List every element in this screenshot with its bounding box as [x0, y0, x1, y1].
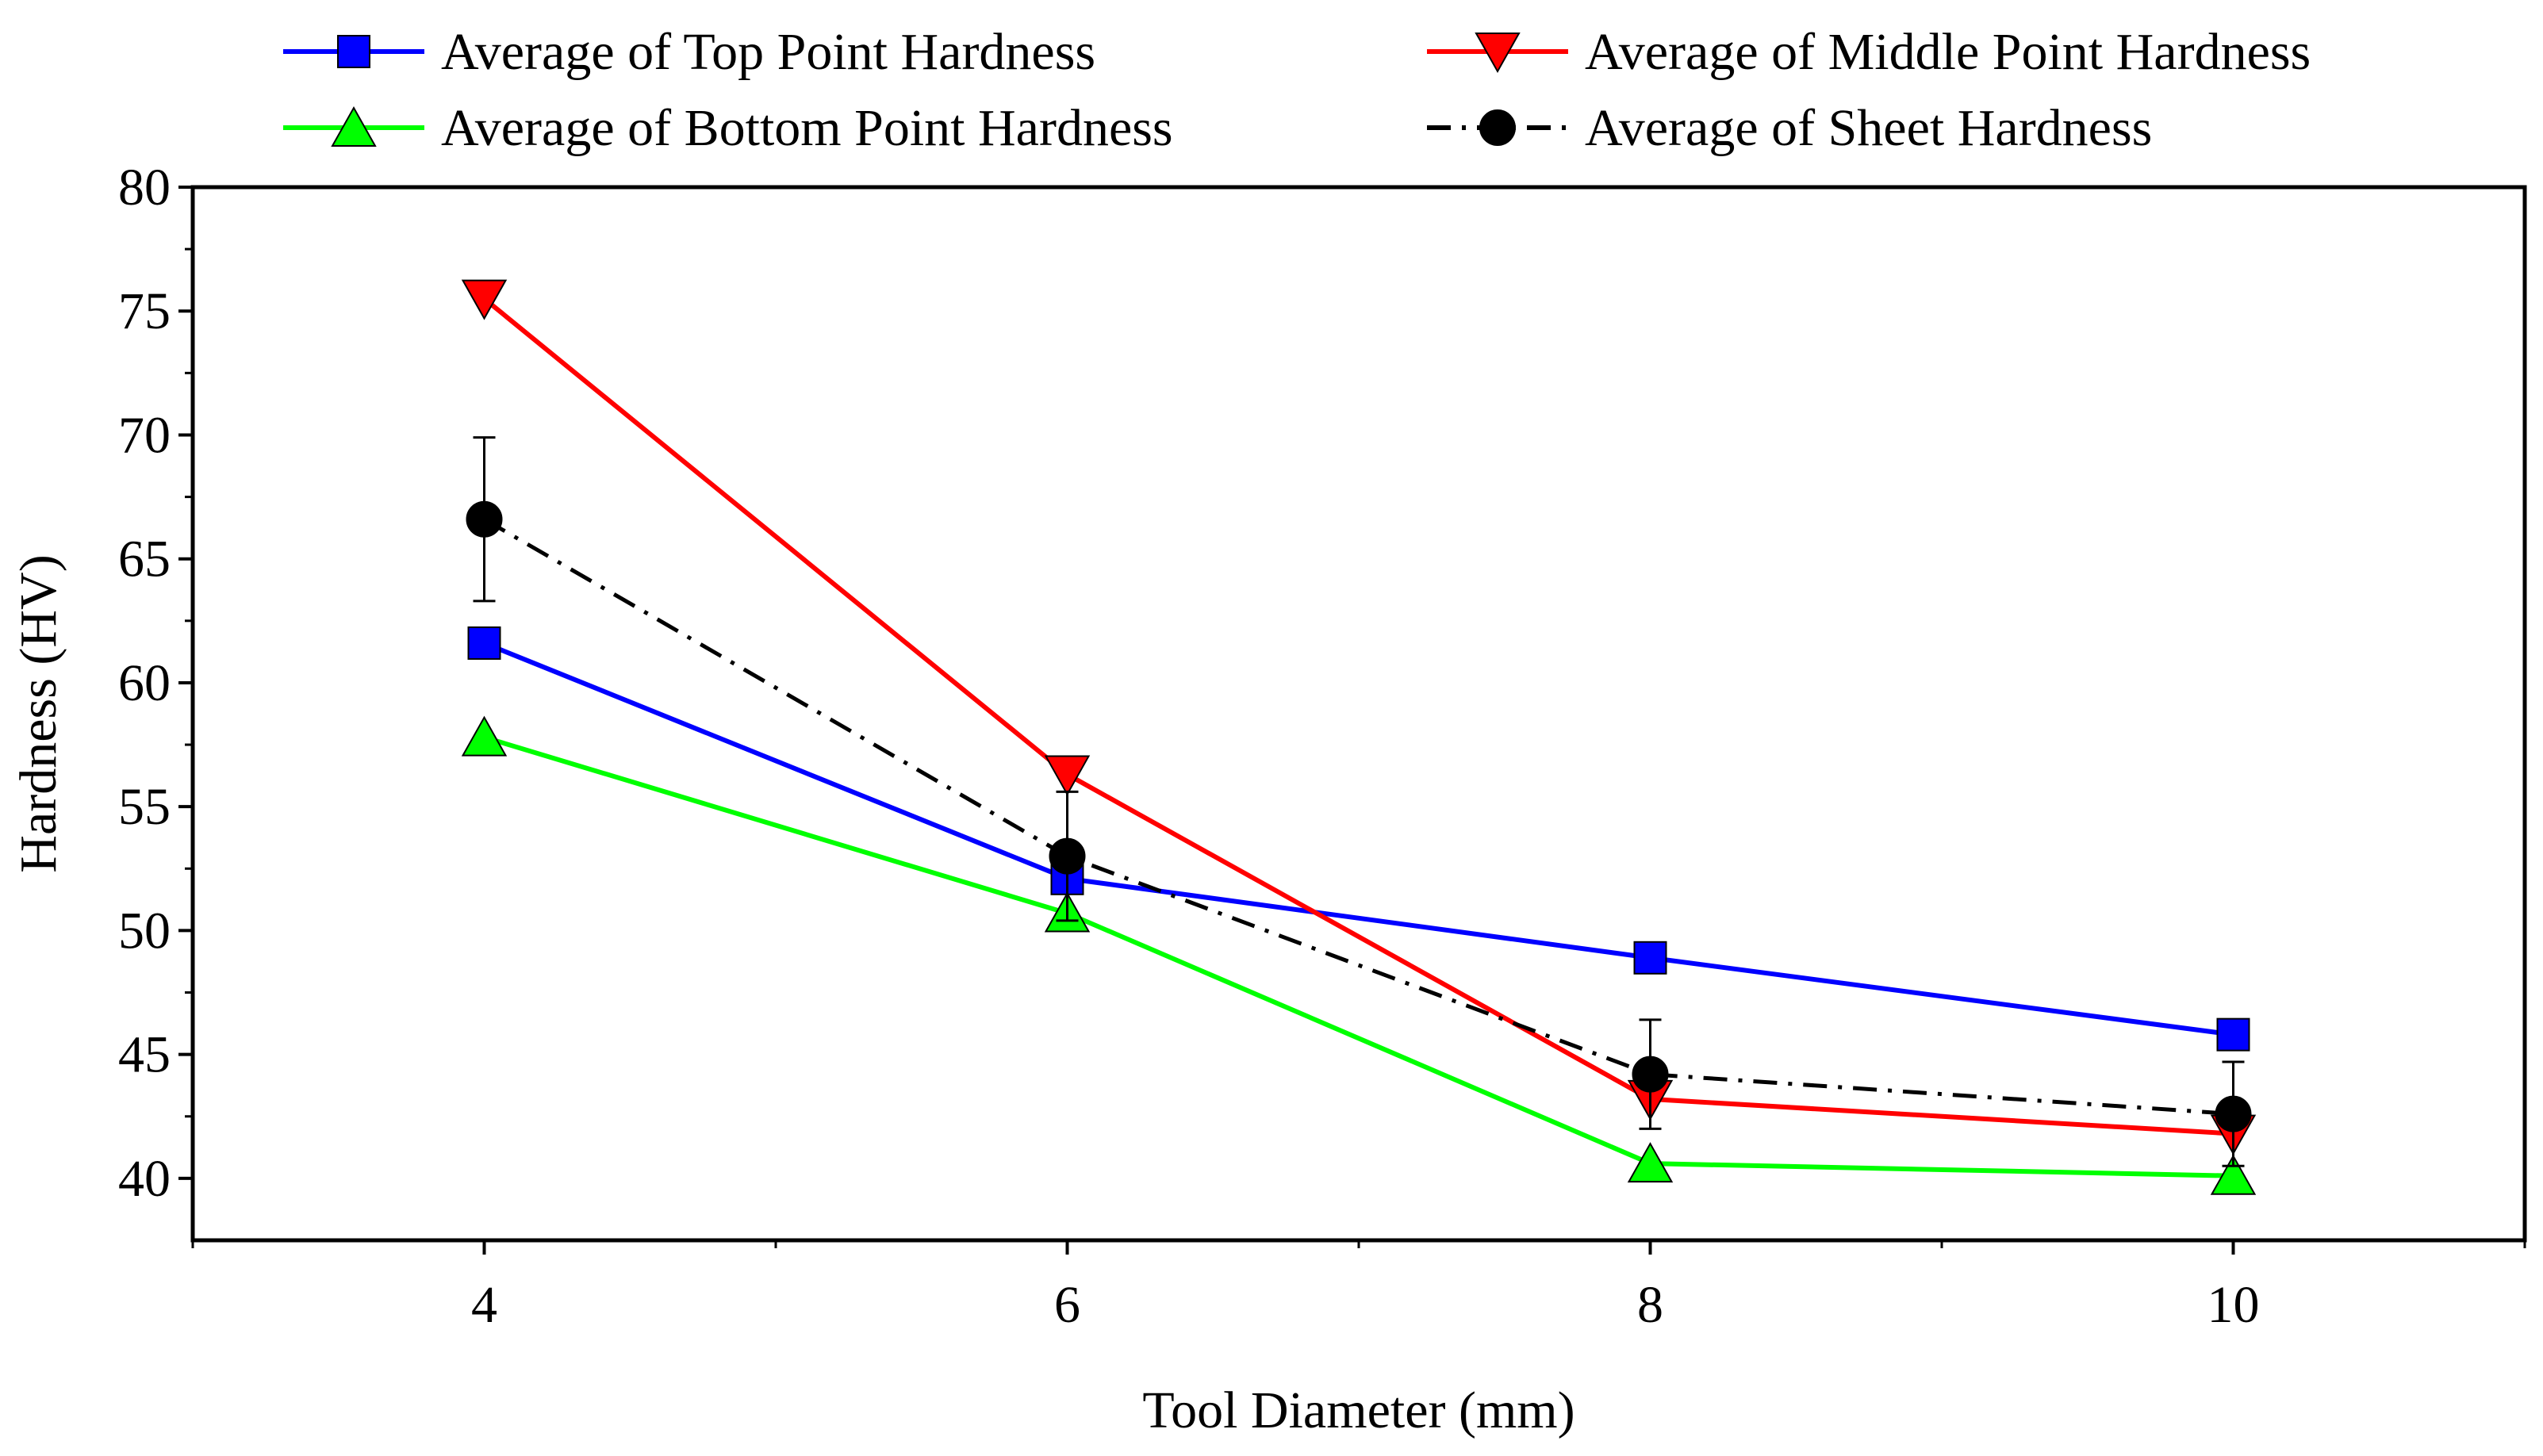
- series-point: [461, 279, 508, 320]
- series-point: [1632, 1056, 1669, 1093]
- legend-label: Average of Sheet Hardness: [1585, 99, 2152, 157]
- series-point: [2215, 1095, 2252, 1132]
- series-point: [1044, 755, 1091, 796]
- legend-marker: [1475, 33, 1521, 74]
- legend-entry-3: Average of Bottom Point Hardness: [283, 99, 1173, 157]
- y-tick-label-40: 40: [118, 1150, 171, 1208]
- x-tick-label-8: 8: [1637, 1276, 1663, 1334]
- axes: 40 45 50 55 60 65 70 75 80 4 6 8 10: [118, 159, 2526, 1334]
- y-tick-label-50: 50: [118, 902, 171, 960]
- legend-entry-2: Average of Middle Point Hardness: [1427, 23, 2311, 81]
- legend-marker: [331, 105, 377, 147]
- series-point: [1049, 837, 1086, 875]
- series-layer: [461, 279, 2257, 1195]
- y-tick-label-55: 55: [118, 778, 171, 836]
- series-point: [466, 500, 503, 538]
- series-point: [2210, 1154, 2257, 1195]
- series-point: [461, 715, 508, 757]
- x-axis-title: Tool Diameter (mm): [1142, 1381, 1575, 1439]
- legend: Average of Top Point Hardness Average of …: [283, 23, 2311, 157]
- y-tick-label-45: 45: [118, 1026, 171, 1084]
- y-axis-title: Hardness (HV): [10, 554, 67, 872]
- legend-label: Average of Middle Point Hardness: [1585, 23, 2311, 81]
- legend-label: Average of Top Point Hardness: [441, 23, 1095, 81]
- series-point: [467, 626, 501, 660]
- x-tick-label-6: 6: [1054, 1276, 1080, 1334]
- y-tick-label-65: 65: [118, 531, 171, 588]
- legend-marker: [1479, 109, 1516, 146]
- legend-marker: [337, 35, 370, 68]
- series-line: [483, 734, 2234, 1178]
- series-point: [1633, 941, 1667, 975]
- y-tick-label-80: 80: [118, 159, 171, 216]
- series-line: [483, 641, 2234, 1037]
- series-line: [482, 297, 2234, 1136]
- series-4: [466, 436, 2252, 1167]
- series-1: [467, 626, 2250, 1052]
- legend-label: Average of Bottom Point Hardness: [441, 99, 1173, 157]
- legend-entry-4: Average of Sheet Hardness: [1427, 99, 2152, 157]
- series-point: [2216, 1017, 2250, 1052]
- y-tick-label-75: 75: [118, 282, 171, 340]
- legend-entry-1: Average of Top Point Hardness: [283, 23, 1095, 81]
- x-tick-label-4: 4: [471, 1276, 497, 1334]
- series-point: [1627, 1142, 1674, 1183]
- x-tick-label-10: 10: [2207, 1276, 2260, 1334]
- y-tick-label-60: 60: [118, 654, 171, 712]
- series-line: [483, 517, 2234, 1117]
- y-tick-label-70: 70: [118, 406, 171, 464]
